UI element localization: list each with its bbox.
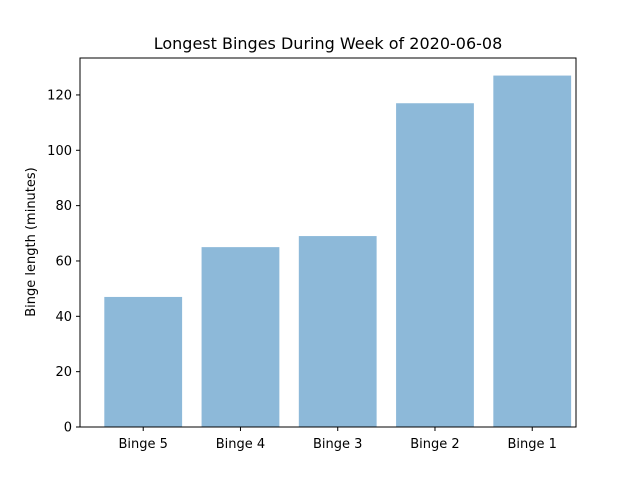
bar-binge-3: [298, 236, 377, 427]
y-tick-label: 60: [55, 254, 72, 269]
bar-binge-1: [493, 75, 572, 427]
bar-binge-4: [201, 247, 280, 427]
plot-frame: [79, 57, 577, 428]
bar-binge-2: [396, 103, 474, 428]
y-tick-label: 0: [64, 421, 72, 436]
x-tick-label: Binge 5: [119, 437, 168, 452]
x-axis: Binge 5 Binge 4 Binge 3 Binge 2 Binge 1: [119, 427, 557, 452]
y-tick-label: 80: [55, 199, 72, 214]
x-tick-label: Binge 1: [508, 437, 557, 452]
bars-group: [104, 75, 572, 428]
chart-title: Longest Binges During Week of 2020-06-08: [154, 34, 503, 53]
x-tick-label: Binge 3: [313, 437, 362, 452]
x-tick-label: Binge 2: [410, 437, 459, 452]
y-axis-label: Binge length (minutes): [24, 167, 39, 317]
bar-binge-5: [104, 296, 183, 427]
x-tick-label: Binge 4: [216, 437, 265, 452]
y-tick-label: 20: [55, 365, 72, 380]
y-axis: 0 20 40 60 80 100 120: [47, 88, 80, 436]
y-tick-label: 100: [47, 144, 72, 159]
y-tick-label: 120: [47, 88, 72, 103]
y-tick-label: 40: [55, 310, 72, 325]
